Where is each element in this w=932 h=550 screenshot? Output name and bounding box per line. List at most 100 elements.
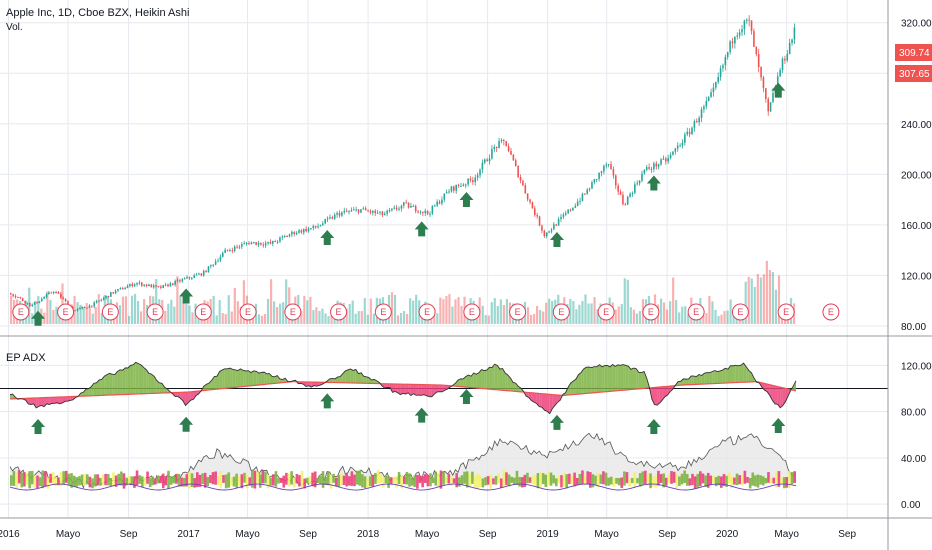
di-bar	[615, 477, 618, 484]
candle-body	[121, 288, 124, 290]
candle-body	[333, 214, 336, 219]
earnings-marker	[418, 303, 436, 321]
oscillator-fill	[693, 376, 697, 385]
oscillator-fill	[455, 380, 459, 387]
oscillator-fill	[465, 375, 469, 388]
volume-bar	[139, 311, 143, 324]
candle-body	[479, 169, 481, 176]
di-bar	[182, 477, 186, 487]
di-bar	[319, 476, 322, 485]
candle-body	[312, 225, 315, 229]
candle-body	[164, 284, 167, 286]
di-bar	[602, 471, 605, 485]
di-bar	[358, 470, 362, 486]
earnings-marker	[509, 303, 527, 321]
di-bar	[17, 470, 21, 484]
oscillator-fill	[400, 384, 403, 395]
oscillator-fill	[476, 372, 479, 389]
di-bar	[41, 470, 45, 489]
price-tag-prev: 307.65	[895, 65, 932, 82]
di-bar	[274, 471, 278, 487]
candle-body	[21, 298, 24, 301]
di-bar	[586, 471, 589, 485]
earnings-marker-label: E	[558, 307, 564, 317]
oscillator-fill	[782, 387, 786, 406]
di-bar	[437, 473, 440, 487]
oscillator-fill	[581, 368, 584, 394]
oscillator-fill	[196, 391, 199, 396]
di-minus-line	[9, 483, 797, 491]
earnings-marker	[552, 303, 570, 321]
oscillator-fill	[57, 397, 60, 404]
volume-bar	[626, 279, 629, 324]
volume-bar	[372, 313, 375, 324]
di-bar	[476, 473, 479, 489]
volume-bar	[499, 299, 502, 324]
oscillator-fill	[117, 369, 121, 395]
oscillator-fill	[620, 364, 624, 391]
candle-body	[779, 69, 781, 77]
candle-body	[86, 307, 88, 309]
di-bar	[570, 475, 574, 485]
candle-body	[757, 54, 760, 68]
oscillator-fill	[727, 365, 731, 383]
oscillator-fill	[602, 365, 605, 393]
candle-body	[52, 291, 55, 293]
di-bar	[368, 476, 372, 487]
oscillator-fill	[761, 382, 765, 391]
di-bar	[209, 475, 212, 484]
candle-body	[460, 185, 462, 187]
candle-body	[179, 280, 181, 282]
di-bar	[279, 477, 283, 483]
volume-bar	[590, 303, 593, 324]
earnings-marker-label: E	[693, 307, 699, 317]
candle-body	[507, 146, 510, 151]
candle-body	[562, 214, 565, 217]
di-bar	[738, 475, 741, 485]
candle-body	[669, 154, 672, 159]
oscillator-fill	[505, 372, 508, 391]
candle-body	[781, 58, 784, 70]
x-tick-label: Mayo	[594, 529, 619, 540]
di-bar	[502, 470, 506, 488]
di-bar	[156, 475, 160, 484]
candle-body	[576, 201, 579, 206]
di-bar	[727, 472, 731, 484]
candle-body	[750, 20, 753, 32]
candle-body	[488, 158, 491, 162]
oscillator-fill	[350, 369, 354, 384]
di-bar	[342, 475, 346, 485]
di-bar	[251, 470, 254, 488]
oscillator-fill	[235, 369, 238, 388]
volume-bar	[756, 274, 759, 324]
candle-body	[224, 249, 226, 253]
di-bar	[120, 471, 123, 486]
indicator-tick-label: 0.00	[901, 500, 921, 511]
candle-body	[352, 209, 355, 211]
di-bar	[143, 477, 147, 486]
di-bar	[253, 470, 257, 489]
di-bar	[282, 475, 286, 488]
oscillator-fill	[780, 387, 783, 408]
oscillator-fill	[583, 367, 587, 394]
volume-bar	[620, 304, 623, 324]
candle-body	[257, 242, 260, 245]
candle-body	[422, 211, 424, 213]
oscillator-fill	[481, 369, 485, 389]
oscillator-fill	[628, 366, 631, 390]
oscillator-fill	[743, 363, 747, 383]
di-bar	[112, 472, 115, 487]
volume-bar	[678, 312, 681, 324]
candle-body	[322, 223, 324, 226]
volume-bar	[221, 313, 224, 324]
di-bar	[486, 476, 490, 485]
oscillator-fill	[272, 376, 275, 384]
candle-body	[603, 165, 605, 172]
volume-bar	[717, 315, 720, 324]
oscillator-fill	[258, 372, 262, 385]
candle-body	[245, 243, 248, 245]
x-tick-label: Mayo	[774, 529, 799, 540]
candle-body	[631, 192, 634, 194]
volume-bar	[279, 303, 282, 324]
